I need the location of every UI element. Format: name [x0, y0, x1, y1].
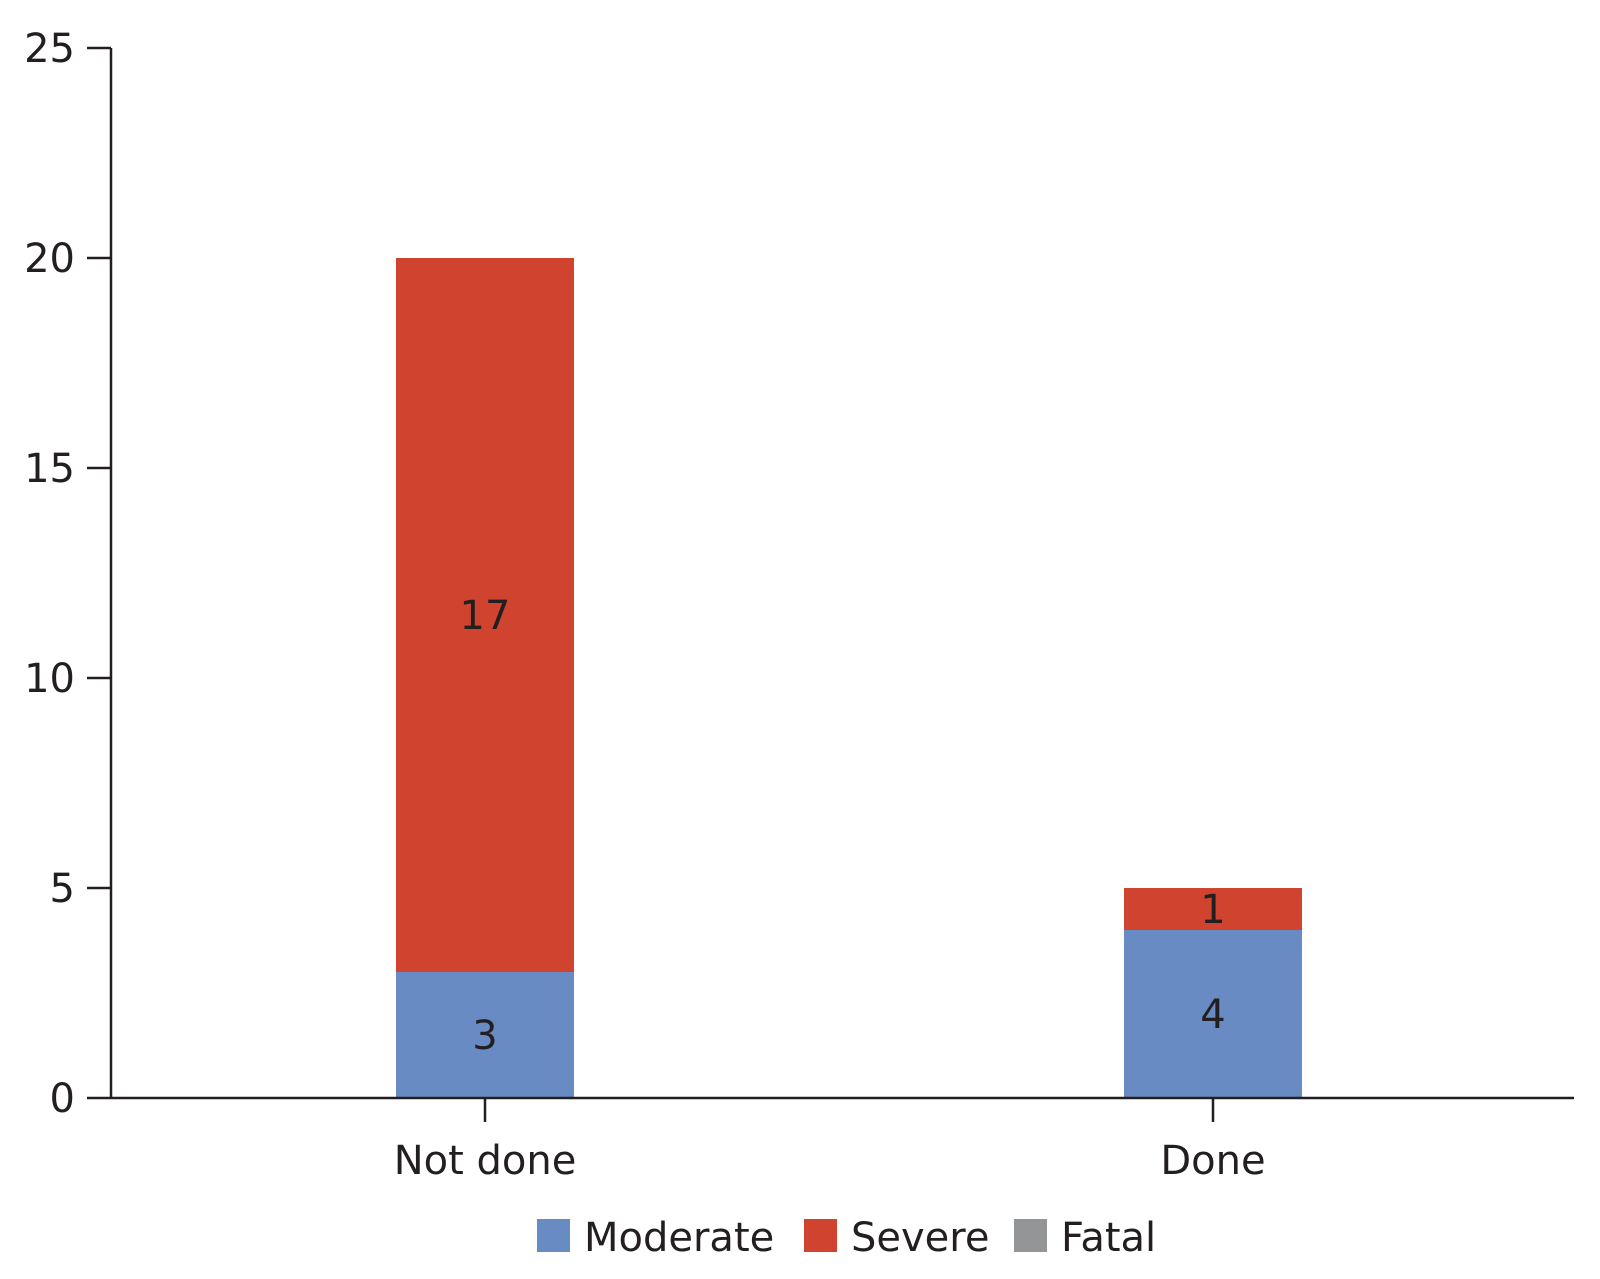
y-tick-label: 15 [24, 446, 75, 492]
data-label: 3 [472, 1013, 497, 1059]
data-label: 1 [1200, 887, 1225, 933]
y-axis-ticks: 0 5 10 15 20 25 [24, 26, 111, 1122]
legend-item-severe: Severe [804, 1215, 989, 1261]
bar-segment-severe [396, 258, 574, 972]
legend-swatch [804, 1219, 837, 1252]
bar-segment-moderate [1124, 930, 1302, 1098]
data-labels: 3 17 4 1 [460, 593, 1226, 1059]
legend-item-fatal: Fatal [1014, 1215, 1156, 1261]
y-tick-label: 5 [50, 866, 75, 912]
bar-segment-severe [1124, 888, 1302, 930]
y-tick-label: 10 [24, 656, 75, 702]
x-axis-ticks: Not done Done [394, 1098, 1266, 1184]
x-category-label: Done [1160, 1138, 1265, 1184]
legend-swatch [1014, 1219, 1047, 1252]
legend-label: Fatal [1061, 1215, 1156, 1261]
legend-item-moderate: Moderate [537, 1215, 774, 1261]
legend: Moderate Severe Fatal [537, 1215, 1156, 1261]
legend-swatch [537, 1219, 570, 1252]
bar-segment-moderate [396, 972, 574, 1098]
legend-label: Moderate [584, 1215, 774, 1261]
x-category-label: Not done [394, 1138, 577, 1184]
data-label: 17 [460, 593, 511, 639]
y-tick-label: 20 [24, 236, 75, 282]
data-label: 4 [1200, 992, 1225, 1038]
bars [396, 258, 1302, 1098]
axes [109, 48, 1574, 1100]
y-tick-label: 0 [50, 1076, 75, 1122]
legend-label: Severe [851, 1215, 989, 1261]
y-tick-label: 25 [24, 26, 75, 72]
